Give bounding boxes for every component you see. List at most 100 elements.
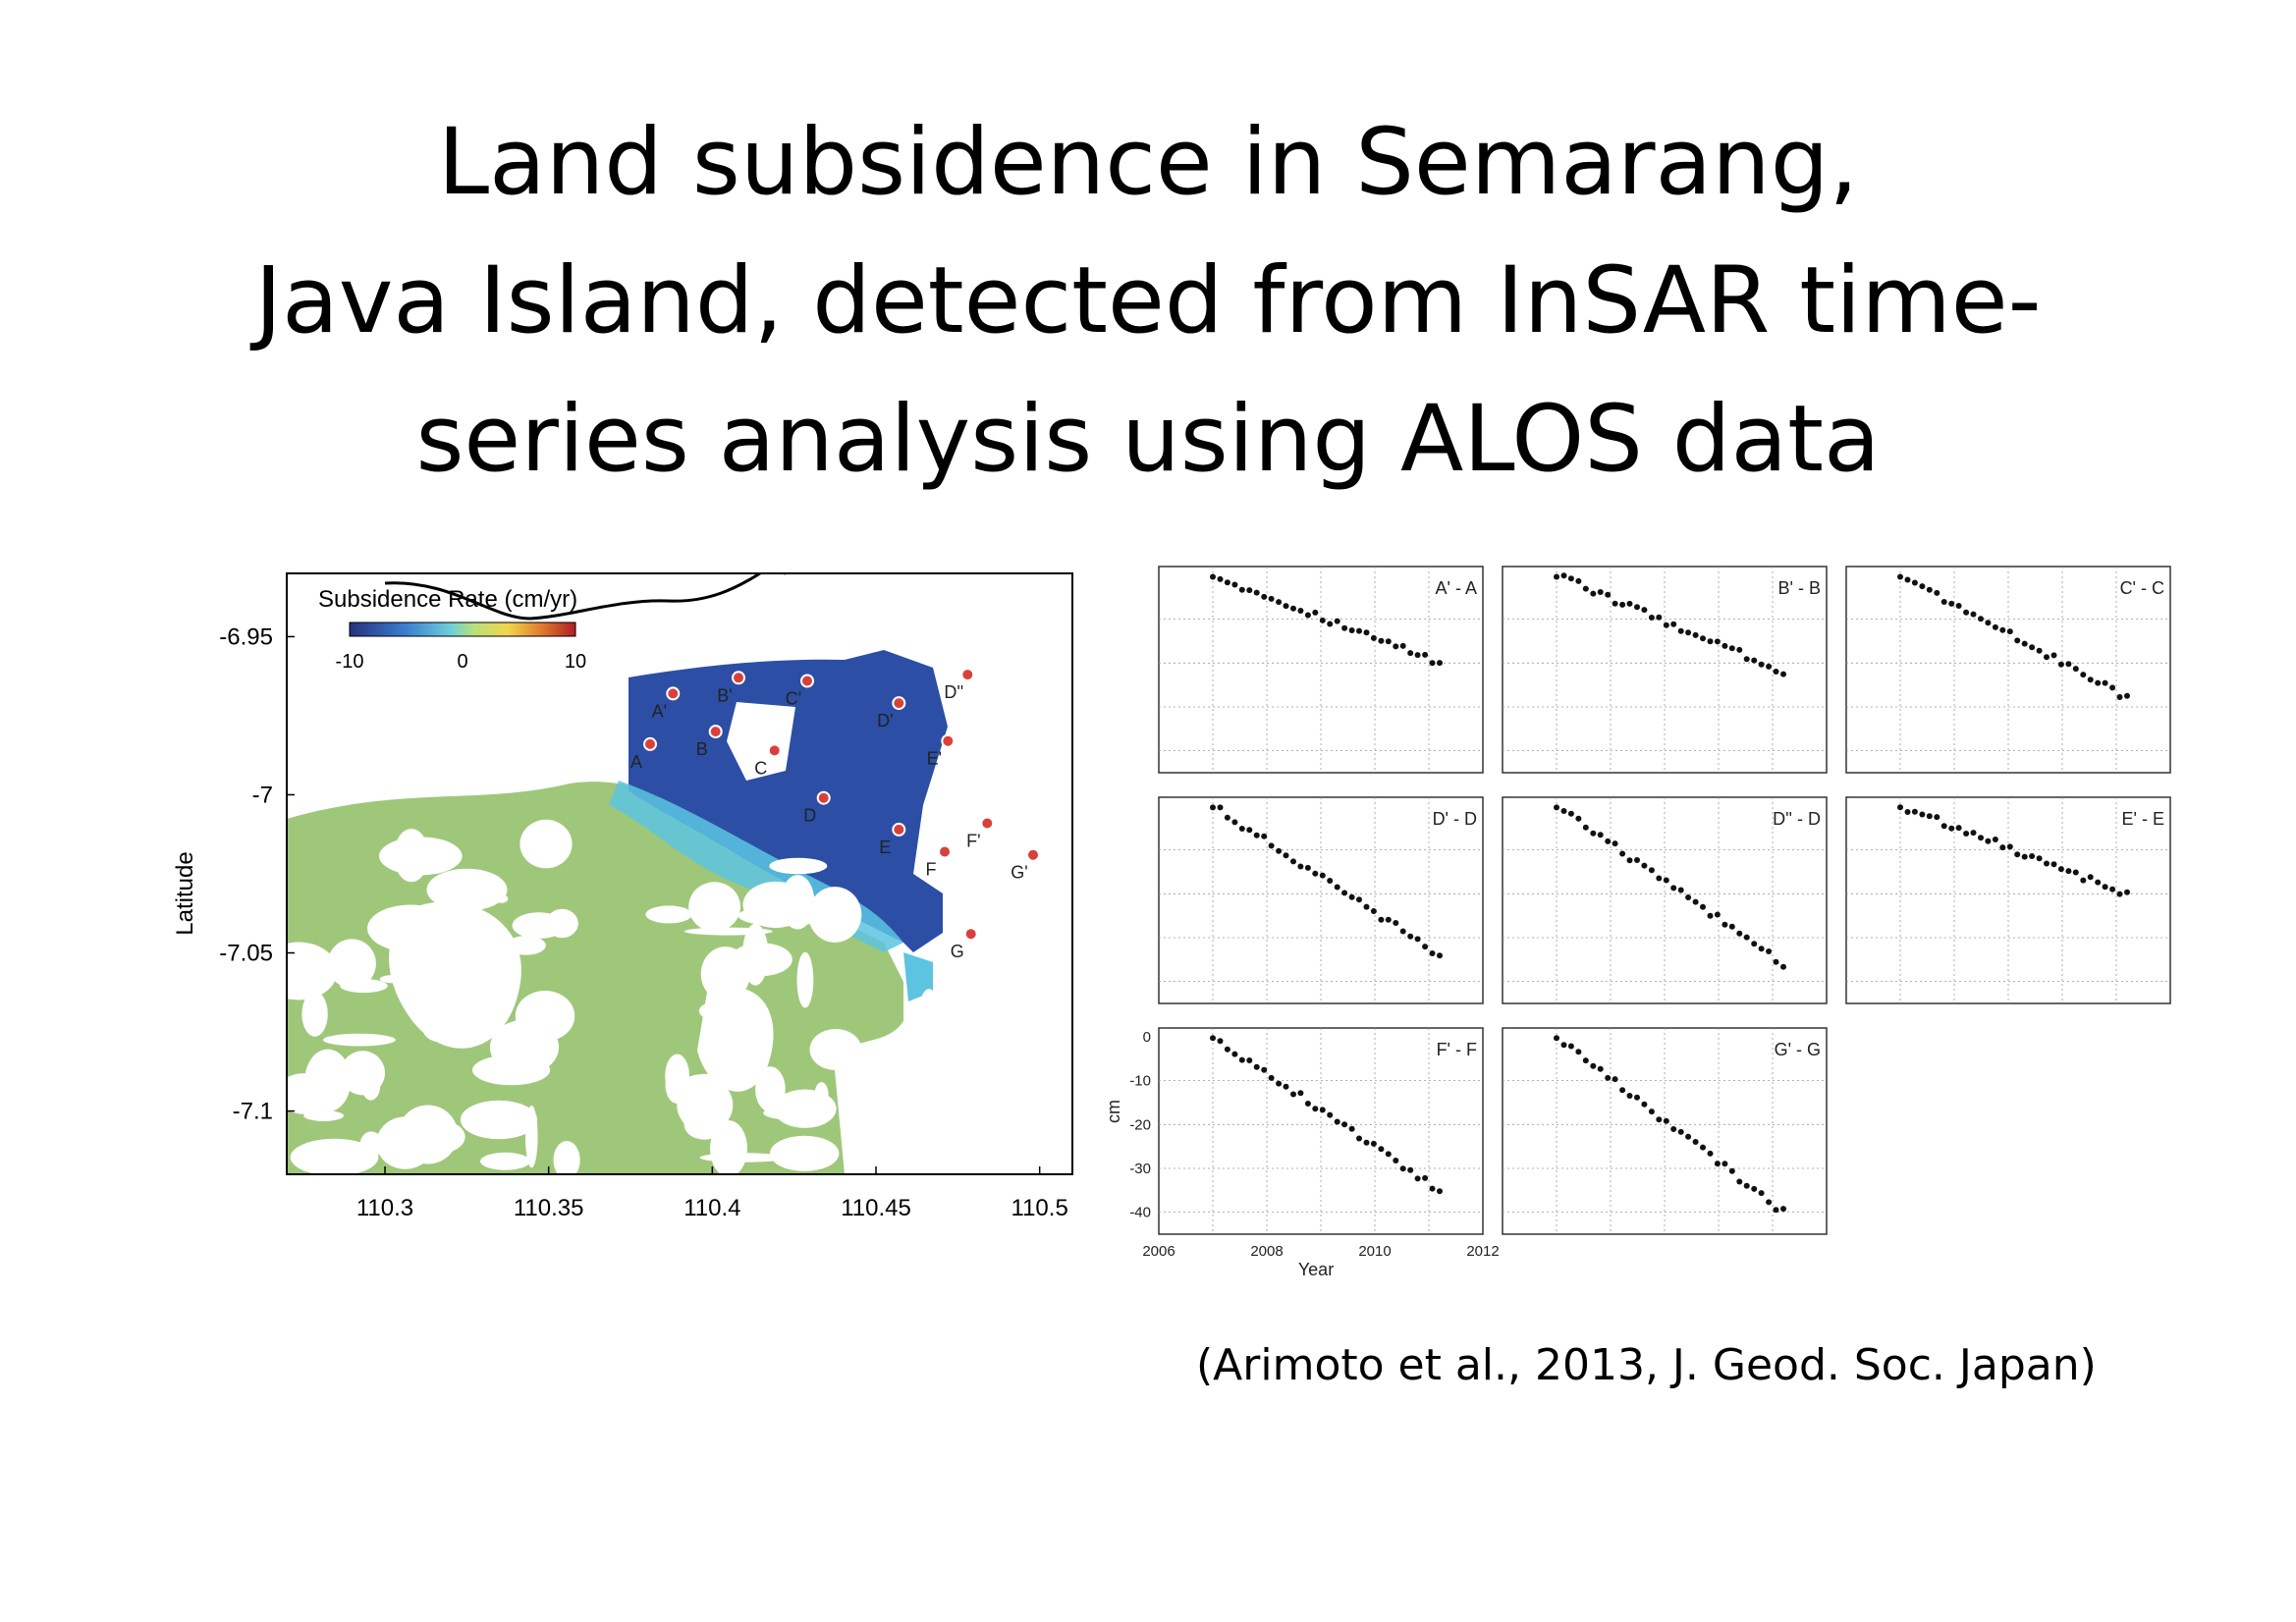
coastline	[384, 573, 786, 621]
ts-ylabel: cm	[1104, 1100, 1123, 1123]
ts-point	[1253, 1063, 1260, 1070]
ts-point	[1656, 875, 1663, 882]
ts-point	[2036, 855, 2043, 862]
ts-point	[1934, 589, 1941, 596]
ts-point	[1567, 1043, 1574, 1050]
ts-point	[1238, 586, 1245, 593]
ts-point	[1941, 823, 1947, 830]
ts-point	[1597, 1065, 1604, 1072]
ts-point	[1970, 830, 1977, 837]
map-point	[666, 686, 681, 701]
map-xtick-label: 110.3	[356, 1195, 413, 1221]
ts-point	[1283, 1083, 1289, 1090]
ts-point	[1612, 1076, 1618, 1083]
ts-point	[1736, 930, 1743, 937]
ts-panel: D'' - D	[1502, 796, 1828, 1004]
ts-point	[1575, 1049, 1582, 1055]
ts-point	[1290, 1091, 1296, 1098]
ts-point	[1919, 583, 1926, 590]
ts-point	[1290, 858, 1296, 865]
ts-point	[2044, 654, 2050, 661]
ts-point	[1978, 835, 1984, 841]
ts-point	[1780, 963, 1786, 970]
ts-panel-label: B' - B	[1778, 578, 1821, 598]
map-point	[732, 671, 745, 685]
ts-point	[1575, 577, 1582, 584]
ts-point	[1231, 1051, 1238, 1057]
ts-panel: F' - F	[1158, 1027, 1484, 1235]
ts-point	[1253, 832, 1260, 838]
ts-point	[1663, 1117, 1669, 1124]
ts-point	[1246, 827, 1253, 834]
ts-point	[1670, 885, 1677, 892]
ts-point	[1429, 950, 1436, 956]
ts-point	[1766, 1199, 1773, 1206]
ts-point	[1728, 645, 1735, 652]
ts-point	[1312, 870, 1319, 877]
ts-point	[1590, 830, 1597, 837]
ts-point	[1560, 572, 1567, 579]
ts-point	[1934, 814, 1941, 821]
ts-point	[1575, 815, 1582, 822]
map-point	[643, 736, 657, 751]
ts-point	[1348, 627, 1355, 633]
ts-point	[2072, 869, 2079, 876]
ts-point	[1677, 627, 1684, 634]
ts-point	[1766, 948, 1773, 954]
map-xtick-label: 110.35	[514, 1195, 584, 1221]
map-point-label: A'	[652, 701, 667, 721]
ts-point	[1319, 872, 1326, 879]
ts-point	[1700, 903, 1706, 910]
ts-point	[1224, 1046, 1230, 1053]
ts-point	[1414, 936, 1421, 943]
map-point	[963, 927, 978, 942]
map-ytick-label: -7	[252, 782, 273, 808]
ts-point	[1605, 1074, 1612, 1081]
ts-point	[1567, 810, 1574, 817]
ts-point	[2029, 853, 2036, 859]
ts-point	[1341, 1121, 1348, 1128]
ts-point	[2065, 661, 2072, 668]
ts-point	[1751, 941, 1758, 947]
ts-point	[1327, 621, 1334, 627]
map-point-label: C'	[786, 689, 801, 709]
map-point-label: G	[951, 942, 964, 961]
map-point	[816, 790, 831, 805]
gap-patch	[727, 702, 795, 781]
ts-point	[1714, 911, 1721, 918]
ts-point	[1261, 593, 1268, 600]
ts-point	[1356, 1135, 1362, 1142]
ts-point	[1677, 1128, 1684, 1135]
map-point-label: G'	[1011, 863, 1027, 883]
title-line-3: series analysis using ALOS data	[415, 386, 1881, 493]
ts-point	[1707, 1150, 1714, 1157]
ts-point	[1612, 840, 1618, 847]
ts-point	[1210, 804, 1216, 811]
large-gap	[389, 901, 521, 1049]
ts-point	[2124, 692, 2130, 699]
ts-point	[1766, 663, 1773, 670]
ts-point	[1656, 614, 1663, 621]
map-point-label: C	[754, 758, 767, 778]
ts-panel-label: E' - E	[2122, 809, 2164, 829]
ts-point	[1619, 1087, 1626, 1094]
ts-point	[1290, 605, 1296, 612]
ts-point	[1378, 1146, 1385, 1153]
ts-point	[1437, 660, 1443, 667]
ts-point	[2050, 861, 2057, 868]
ts-point	[1634, 857, 1640, 863]
map-point-label: F	[926, 860, 937, 880]
ts-point	[1319, 1107, 1326, 1113]
ts-point	[1261, 1066, 1268, 1073]
ts-point	[1334, 618, 1340, 624]
ts-panel: B' - B	[1502, 566, 1828, 774]
ts-panel: D' - D	[1158, 796, 1484, 1004]
ts-point	[1919, 811, 1926, 818]
ts-point	[1312, 609, 1319, 616]
ts-point	[1363, 629, 1370, 636]
ts-point	[2095, 679, 2102, 686]
ts-point	[1554, 1035, 1559, 1042]
citation: (Arimoto et al., 2013, J. Geod. Soc. Jap…	[1196, 1340, 2097, 1390]
ts-point	[1224, 814, 1230, 821]
ts-point	[2057, 661, 2064, 668]
